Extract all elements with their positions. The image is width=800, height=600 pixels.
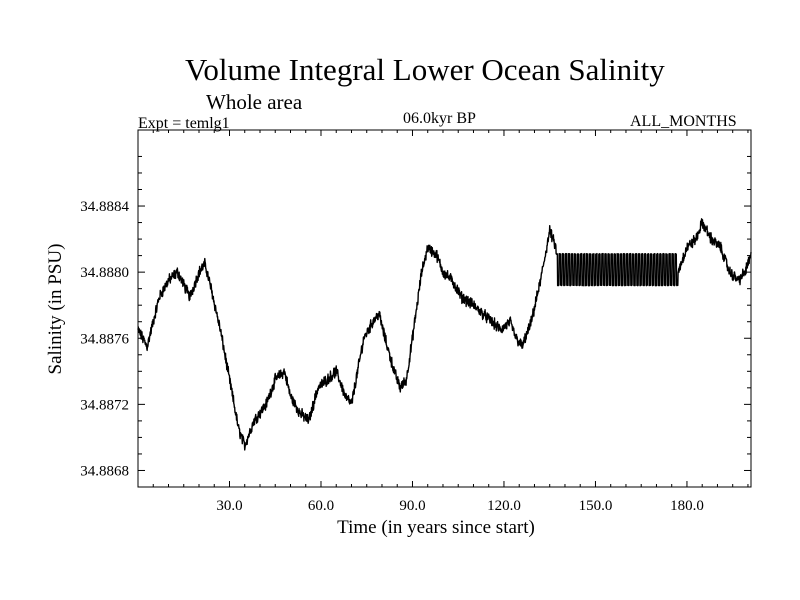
x-tick-label: 90.0 bbox=[399, 498, 425, 514]
y-tick-label: 34.8876 bbox=[80, 331, 129, 347]
y-tick-label: 34.8884 bbox=[80, 199, 129, 215]
chart-title: Volume Integral Lower Ocean Salinity bbox=[185, 52, 665, 87]
experiment-label: Expt = temlg1 bbox=[138, 115, 230, 132]
x-axis-label: Time (in years since start) bbox=[337, 517, 535, 538]
months-label: ALL_MONTHS bbox=[630, 113, 737, 130]
y-tick-label: 34.8880 bbox=[80, 265, 129, 281]
x-tick-label: 30.0 bbox=[216, 498, 242, 514]
y-tick-label: 34.8868 bbox=[80, 463, 129, 479]
period-label: 06.0kyr BP bbox=[403, 110, 476, 127]
x-tick-label: 60.0 bbox=[308, 498, 334, 514]
y-tick-label: 34.8872 bbox=[80, 397, 129, 413]
x-tick-label: 180.0 bbox=[670, 498, 704, 514]
x-tick-label: 150.0 bbox=[579, 498, 613, 514]
chart-subtitle: Whole area bbox=[206, 90, 303, 114]
data-layer bbox=[137, 218, 752, 451]
ticks-layer: 30.0 60.0 90.0 120.0 150.0 180.0 34.8868 34.887… bbox=[80, 130, 751, 514]
salinity-series-line bbox=[137, 218, 752, 451]
y-axis-label: Salinity (in PSU) bbox=[45, 244, 66, 375]
plot-frame bbox=[137, 129, 752, 488]
x-tick-label: 120.0 bbox=[487, 498, 521, 514]
